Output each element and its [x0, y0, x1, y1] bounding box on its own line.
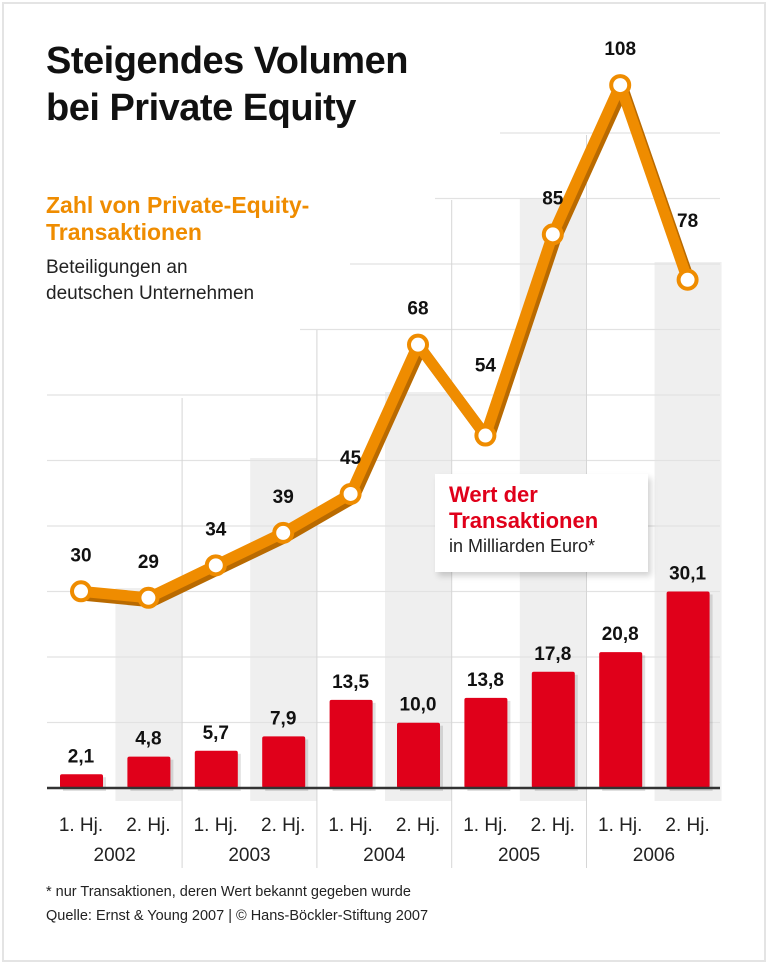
bar-value-label: 17,8 — [534, 644, 571, 665]
line-point — [339, 482, 362, 505]
bar — [329, 699, 373, 788]
bar — [666, 591, 710, 788]
line-point — [474, 424, 497, 447]
bar-value-label: 5,7 — [203, 723, 229, 744]
line-legend-title: Zahl von Private-Equity- Transaktionen — [46, 192, 309, 246]
bar-value-label: 13,5 — [332, 672, 369, 693]
bar — [599, 652, 643, 788]
line-value-label: 85 — [542, 188, 564, 209]
line-point — [609, 74, 632, 97]
bar-value-label: 13,8 — [467, 670, 504, 691]
title-line-1: Steigendes Volumen — [46, 40, 408, 82]
bar — [531, 671, 575, 788]
line-point — [204, 554, 227, 577]
line-value-label: 78 — [677, 211, 698, 232]
x-tick-label: 2. Hj. — [396, 815, 440, 836]
bar — [194, 750, 238, 788]
x-tick-label: 1. Hj. — [328, 815, 372, 836]
bar — [262, 736, 306, 788]
line-point — [137, 586, 160, 609]
line-value-label: 45 — [340, 448, 362, 469]
bar-value-label: 7,9 — [270, 708, 296, 729]
year-label: 2002 — [94, 845, 136, 866]
bar-value-label: 4,8 — [135, 729, 161, 750]
chart-title: Steigendes Volumen bei Private Equity — [46, 38, 408, 132]
line-point — [407, 333, 429, 356]
line-legend-title-1: Zahl von Private-Equity- — [46, 192, 310, 218]
source: Quelle: Ernst & Young 2007 | © Hans-Böck… — [46, 908, 429, 924]
x-tick-label: 1. Hj. — [194, 815, 238, 836]
line-point — [676, 268, 699, 291]
bar-value-label: 20,8 — [602, 624, 639, 645]
x-tick-label: 1. Hj. — [59, 815, 103, 836]
bar-legend-sub: in Milliarden Euro* — [449, 536, 596, 556]
line-value-label: 39 — [273, 487, 294, 508]
bar — [127, 756, 171, 788]
bar — [60, 774, 103, 788]
line-point — [70, 580, 92, 603]
bar-value-label: 2,1 — [68, 746, 95, 767]
bar-value-label: 30,1 — [669, 563, 706, 584]
line-legend-sub: Beteiligungen an deutschen Unternehmen — [46, 255, 254, 307]
x-tick-label: 1. Hj. — [598, 815, 642, 836]
bar — [464, 697, 508, 788]
line-series — [80, 79, 693, 604]
footnote: * nur Transaktionen, deren Wert bekannt … — [46, 884, 411, 900]
year-label: 2003 — [228, 845, 270, 866]
x-tick-label: 2. Hj. — [665, 815, 709, 836]
year-label: 2004 — [363, 845, 406, 866]
x-tick-label: 1. Hj. — [463, 815, 507, 836]
line-point — [541, 223, 564, 246]
bar-value-label: 10,0 — [400, 695, 437, 716]
line-value-label: 29 — [138, 552, 159, 573]
x-tick-label: 2. Hj. — [261, 815, 305, 836]
line-value-label: 54 — [475, 356, 497, 377]
bar — [397, 722, 440, 788]
year-label: 2005 — [498, 845, 540, 866]
bar-legend: Wert der Transaktionen in Milliarden Euro… — [435, 474, 648, 572]
line-value-label: 30 — [70, 545, 91, 566]
line-value-label: 68 — [407, 299, 428, 320]
x-tick-label: 2. Hj. — [126, 815, 170, 836]
bar-legend-title-2: Transaktionen — [449, 508, 599, 533]
x-tick-label: 2. Hj. — [531, 815, 575, 836]
line-legend-sub-1: Beteiligungen an — [46, 257, 188, 278]
title-line-2: bei Private Equity — [46, 87, 356, 129]
line-point — [272, 521, 295, 544]
line-legend-sub-2: deutschen Unternehmen — [46, 283, 255, 304]
line-value-label: 34 — [205, 519, 227, 540]
line-value-label: 108 — [604, 39, 636, 60]
bar-legend-title-1: Wert der — [449, 482, 538, 507]
year-label: 2006 — [633, 845, 675, 866]
line-legend-title-2: Transaktionen — [46, 219, 202, 245]
